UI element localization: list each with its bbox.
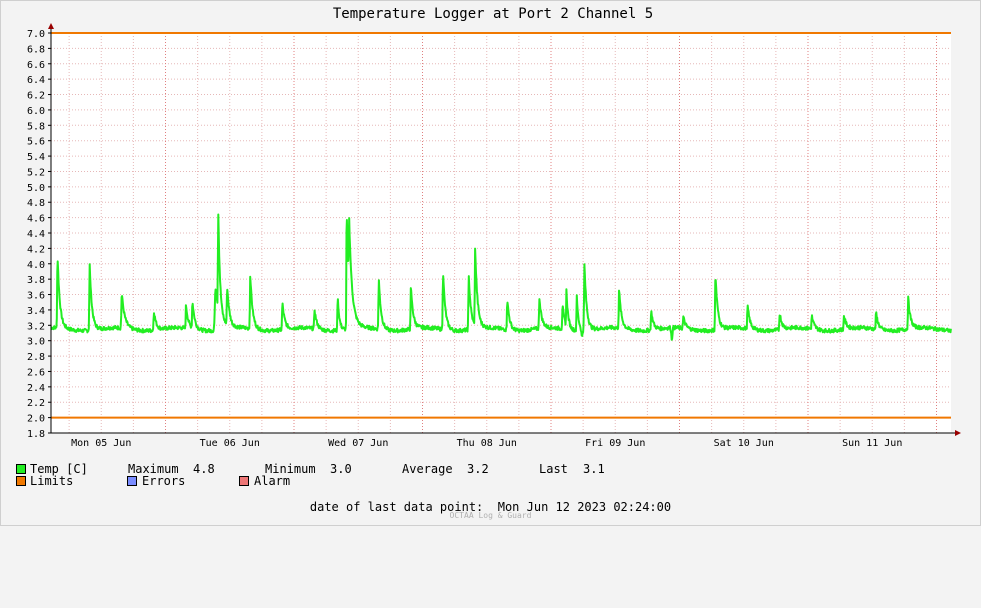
y-tick-label: 4.6: [27, 214, 45, 225]
y-tick-label: 3.8: [27, 275, 45, 286]
y-tick-label: 2.4: [27, 383, 45, 394]
x-tick-labels: Mon 05 Jun Tue 06 Jun Wed 07 Jun Thu 08 Jun…: [71, 438, 902, 449]
x-tick-label: Wed 07 Jun: [328, 438, 388, 449]
legend-errors-label: Errors: [142, 474, 186, 488]
y-tick-label: 2.2: [27, 398, 45, 409]
x-tick-label: Sun 11 Jun: [842, 438, 902, 449]
legend-row-status: Limits Errors Alarm: [16, 475, 290, 487]
legend-maximum-label: Maximum: [128, 462, 179, 476]
legend-row-temp: Temp [C] Maximum 4.8 Minimum 3.0 Average…: [16, 463, 605, 475]
grid-layer: [51, 32, 951, 434]
y-axis-arrow-icon: [48, 23, 54, 29]
y-tick-label: 5.8: [27, 121, 45, 132]
limits-layer: [51, 32, 951, 419]
y-tick-label: 2.0: [27, 414, 45, 425]
y-tick-label: 2.6: [27, 367, 45, 378]
y-tick-label: 6.2: [27, 91, 45, 102]
temperature-chart: 1.8 2.0 2.2 2.4 2.6 2.8 3.0 3.2 3.4 3.6 3.8 4.0 4.2 4…: [27, 6, 961, 449]
y-tick-label: 6.6: [27, 60, 45, 71]
y-tick-label: 3.0: [27, 337, 45, 348]
last-data-point: date of last data point: Mon Jun 12 2023…: [0, 500, 981, 514]
y-tick-label: 6.0: [27, 106, 45, 117]
limits-swatch-icon: [16, 476, 26, 486]
y-tick-label: 5.6: [27, 137, 45, 148]
x-tick-label: Tue 06 Jun: [200, 438, 260, 449]
y-tick-label: 7.0: [27, 29, 45, 40]
y-tick-labels: 1.8 2.0 2.2 2.4 2.6 2.8 3.0 3.2 3.4 3.6 3.8 4.0 4.2 4…: [27, 29, 45, 440]
legend-minimum-value: 3.0: [330, 462, 352, 476]
y-tick-label: 4.2: [27, 244, 45, 255]
axis-layer: [48, 23, 961, 436]
legend-last-value: 3.1: [583, 462, 605, 476]
y-tick-label: 4.4: [27, 229, 45, 240]
errors-swatch-icon: [127, 476, 137, 486]
y-tick-label: 6.8: [27, 44, 45, 55]
last-data-point-value: Mon Jun 12 2023 02:24:00: [497, 500, 672, 514]
legend: Temp [C] Maximum 4.8 Minimum 3.0 Average…: [16, 463, 605, 487]
x-tick-label: Mon 05 Jun: [71, 438, 131, 449]
y-tick-label: 3.4: [27, 306, 45, 317]
y-tick-label: 3.6: [27, 291, 45, 302]
legend-alarm-label: Alarm: [254, 474, 291, 488]
chart-title: Temperature Logger at Port 2 Channel 5: [333, 6, 653, 22]
x-tick-label: Sat 10 Jun: [714, 438, 774, 449]
legend-limits-label: Limits: [30, 474, 74, 488]
y-tick-label: 4.0: [27, 260, 45, 271]
y-tick-label: 4.8: [27, 198, 45, 209]
alarm-swatch-icon: [239, 476, 249, 486]
y-tick-label: 3.2: [27, 321, 45, 332]
legend-last-label: Last: [539, 462, 568, 476]
y-tick-label: 2.8: [27, 352, 45, 363]
x-tick-label: Fri 09 Jun: [585, 438, 645, 449]
y-tick-label: 5.2: [27, 167, 45, 178]
x-tick-label: Thu 08 Jun: [457, 438, 517, 449]
y-tick-label: 5.4: [27, 152, 45, 163]
series-line-temp: [50, 213, 952, 341]
legend-maximum-value: 4.8: [193, 462, 215, 476]
series-layer: [50, 213, 952, 341]
x-axis-arrow-icon: [955, 430, 961, 436]
y-tick-label: 6.4: [27, 75, 45, 86]
y-tick-label: 1.8: [27, 429, 45, 440]
legend-minimum-label: Minimum: [265, 462, 316, 476]
brand-watermark: OCTAA Log & Guard: [449, 511, 532, 520]
legend-average-value: 3.2: [467, 462, 489, 476]
last-data-point-label: date of last data point:: [309, 500, 484, 514]
y-tick-label: 5.0: [27, 183, 45, 194]
legend-temp-label: Temp [C]: [30, 462, 88, 476]
temp-swatch-icon: [16, 464, 26, 474]
legend-average-label: Average: [402, 462, 453, 476]
